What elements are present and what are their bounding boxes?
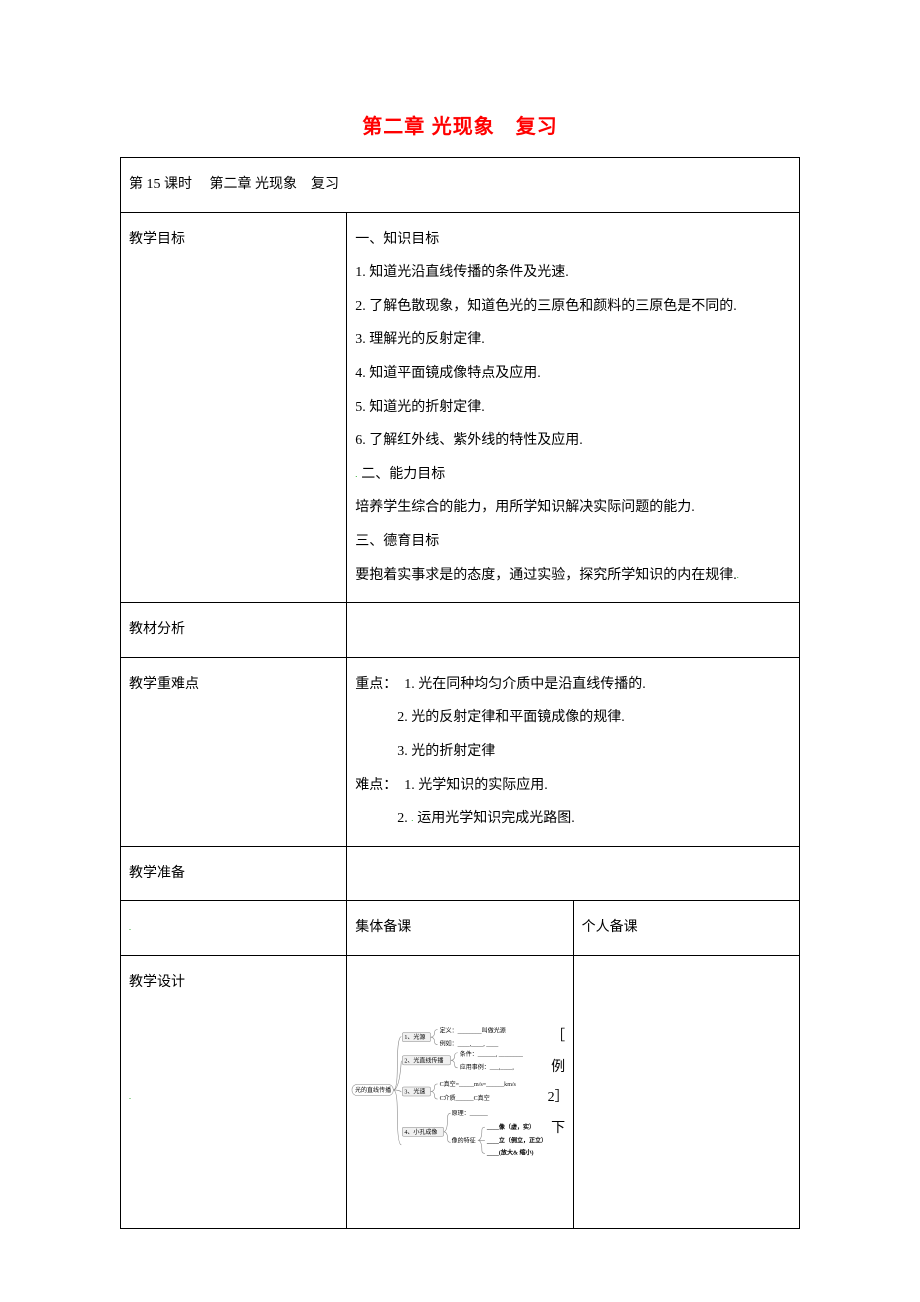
goal-i5: 5. 知道光的折射定律. [355, 391, 791, 425]
nd-i2: 2. .运用光学知识完成光路图. [355, 802, 791, 836]
analysis-content [347, 603, 800, 658]
zd-line1: 重点： 1. 光在同种均匀介质中是沿直线传播的. [355, 668, 791, 702]
focus-label: 教学重难点 [121, 657, 347, 846]
goal-i1: 1. 知道光沿直线传播的条件及光速. [355, 256, 791, 290]
ex-0: ［ [548, 1022, 569, 1053]
nd-line1: 难点： 1. 光学知识的实际应用. [355, 769, 791, 803]
goal-i4: 4. 知道平面镜成像特点及应用. [355, 357, 791, 391]
prep-content [347, 846, 800, 901]
mm-b2-l1: 条件：______, ________ [460, 1050, 524, 1058]
ex-3: 下 [548, 1114, 569, 1145]
plan-label: 教学设计 . [121, 955, 347, 1228]
mm-b3-l1: C真空=_____m/s=______km/s [440, 1080, 517, 1088]
plan-hdr-3: 个人备课 [573, 901, 799, 956]
plan-hdr-1: . [121, 901, 347, 956]
nd-label: 难点： [355, 778, 390, 793]
mm-b4-l2: ____立（倒立，正立） [486, 1136, 547, 1144]
mm-b4-l3: ____(放大& 缩小) [486, 1148, 534, 1156]
zd-i1: 1. 光在同种均匀介质中是沿直线传播的. [404, 677, 646, 692]
goal-h1: 一、知识目标 [355, 223, 791, 257]
lesson-row: 第 15 课时 第二章 光现象 复习 [121, 158, 800, 213]
mm-b3-l2: C介质______C真空 [440, 1094, 490, 1102]
prep-label: 教学准备 [121, 846, 347, 901]
zd-i3: 3. 光的折射定律 [355, 735, 791, 769]
plan-personal-cell [573, 955, 799, 1228]
goal-h3: 三、德育目标 [355, 525, 791, 559]
mindmap-diagram: 光的直线传播 1、光源 定义：________叫做光源 例如：____,____… [351, 962, 547, 1222]
mm-b1-l2: 例如：____,____, ____ [440, 1040, 500, 1048]
mm-b4-l1: ____像（虚，实） [486, 1123, 535, 1131]
example-marker: ［ 例 2］ 下 [548, 962, 569, 1145]
analysis-label: 教材分析 [121, 603, 347, 658]
goal-t3: 要抱着实事求是的态度，通过实验，探究所学知识的内在规律.. [355, 559, 791, 593]
plan-hdr-2: 集体备课 [347, 901, 573, 956]
goal-content: 一、知识目标 1. 知道光沿直线传播的条件及光速. 2. 了解色散现象，知道色光… [347, 212, 800, 603]
zd-label: 重点： [355, 677, 390, 692]
plan-label-text: 教学设计 [129, 966, 338, 1000]
nd-i1: 1. 光学知识的实际应用. [404, 778, 548, 793]
goal-t3-text: 要抱着实事求是的态度，通过实验，探究所学知识的内在规律. [355, 568, 737, 583]
goal-i3: 3. 理解光的反射定律. [355, 323, 791, 357]
goal-t2: 培养学生综合的能力，用所学知识解决实际问题的能力. [355, 491, 791, 525]
mm-b4-sub: 像的特征 [452, 1136, 476, 1144]
mm-b4-pre: 原理：______ [452, 1110, 489, 1117]
goal-i2: 2. 了解色散现象，知道色光的三原色和颜料的三原色是不同的. [355, 290, 791, 324]
goal-h2: .二、能力目标 [355, 458, 791, 492]
mm-b1-l1: 定义：________叫做光源 [440, 1026, 506, 1034]
ex-1: 例 [548, 1053, 569, 1084]
goal-h2-text: 二、能力目标 [361, 467, 445, 482]
page-title: 第二章 光现象 复习 [120, 110, 800, 139]
mm-b2-l2: 应用事例：___,____, [460, 1063, 515, 1071]
zd-i2: 2. 光的反射定律和平面镜成像的规律. [355, 701, 791, 735]
lesson-table: 第 15 课时 第二章 光现象 复习 教学目标 一、知识目标 1. 知道光沿直线… [120, 157, 800, 1229]
goal-label: 教学目标 [121, 212, 347, 603]
plan-diagram-cell: 光的直线传播 1、光源 定义：________叫做光源 例如：____,____… [347, 955, 573, 1228]
ex-2: 2］ [548, 1083, 569, 1114]
goal-i6: 6. 了解红外线、紫外线的特性及应用. [355, 424, 791, 458]
focus-content: 重点： 1. 光在同种均匀介质中是沿直线传播的. 2. 光的反射定律和平面镜成像… [347, 657, 800, 846]
